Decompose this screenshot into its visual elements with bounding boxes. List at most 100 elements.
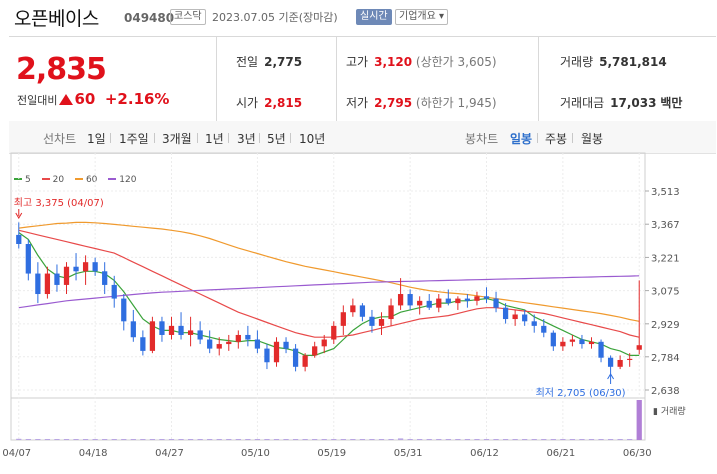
open-price: 시가 2,815 xyxy=(236,96,303,110)
tab-daily[interactable]: 일봉 xyxy=(510,132,533,146)
volume-bar xyxy=(235,439,241,440)
price-change: 전일대비 60 +2.16% xyxy=(17,90,169,108)
volume-bar xyxy=(168,439,175,440)
candle-body xyxy=(273,341,280,363)
volume-bar xyxy=(445,439,451,440)
candle-body xyxy=(388,305,394,320)
up-triangle-icon xyxy=(59,94,74,105)
divider xyxy=(336,37,337,122)
volume-bar xyxy=(264,439,270,440)
volume-bar xyxy=(426,439,432,440)
candle-body xyxy=(417,300,423,306)
volume-bar xyxy=(560,439,566,440)
candle-chart-label: 봉차트 xyxy=(465,132,499,146)
change-value: 60 xyxy=(74,90,96,108)
candle-body xyxy=(397,294,404,306)
tab-3y[interactable]: 3년 xyxy=(237,132,256,146)
x-tick-label: 05/19 xyxy=(317,448,346,459)
tab-1d[interactable]: 1일 xyxy=(87,132,106,146)
candle-body xyxy=(16,234,22,244)
volume-bar xyxy=(627,439,633,440)
volume-bar xyxy=(321,439,327,440)
candle-body xyxy=(54,273,60,285)
candle-body xyxy=(569,339,576,342)
chart-legend: 5 20 60 120 xyxy=(14,175,144,185)
candle-body xyxy=(82,262,89,272)
line-chart-label: 선차트 xyxy=(43,132,77,146)
candle-body xyxy=(359,305,366,317)
y-tick-label: 2,784 xyxy=(651,353,680,364)
volume-bar xyxy=(216,439,222,440)
candle-body xyxy=(378,319,385,326)
candle-body xyxy=(340,312,346,326)
tab-weekly[interactable]: 주봉 xyxy=(545,132,568,146)
volume-bar xyxy=(187,439,194,440)
candle-body xyxy=(140,337,146,351)
candle-body xyxy=(636,345,642,350)
candle-body xyxy=(522,314,528,322)
volume: 거래량 5,781,814 xyxy=(560,55,667,69)
candle-body xyxy=(283,341,289,349)
volume-bar xyxy=(397,438,404,440)
y-tick-label: 3,221 xyxy=(651,253,680,264)
volume-bar xyxy=(550,439,556,440)
candle-body xyxy=(149,321,156,351)
legend-ma5: 5 xyxy=(14,175,31,185)
y-tick-label: 3,367 xyxy=(651,220,680,231)
volume-bar xyxy=(407,439,413,440)
candle-body xyxy=(369,316,375,326)
candle-body xyxy=(407,294,413,306)
volume-bar xyxy=(378,439,385,440)
candle-body xyxy=(579,339,585,345)
candle-body xyxy=(235,334,241,342)
volume-bar xyxy=(207,439,213,440)
candle-body xyxy=(302,355,308,367)
candle-body xyxy=(321,339,327,347)
realtime-button[interactable]: 실시간 xyxy=(356,9,392,25)
ma-line-5 xyxy=(18,232,640,356)
volume-bar xyxy=(35,439,41,440)
y-tick-label: 2,929 xyxy=(651,320,680,331)
volume-bar xyxy=(178,439,184,440)
candle-body xyxy=(35,273,41,295)
tab-10y[interactable]: 10년 xyxy=(299,132,326,146)
y-tick-label: 3,075 xyxy=(651,287,680,298)
company-info-dropdown[interactable]: 기업개요 ▾ xyxy=(395,9,448,25)
volume-bar xyxy=(54,439,60,440)
x-tick-label: 05/31 xyxy=(394,448,423,459)
stock-code: 049480 xyxy=(124,11,175,25)
tab-5y[interactable]: 5년 xyxy=(267,132,286,146)
volume-bar xyxy=(579,439,585,440)
candle-body xyxy=(426,300,432,308)
volume-bar xyxy=(102,439,108,440)
candle-body xyxy=(627,358,633,360)
candle-body xyxy=(350,305,356,313)
candle-body xyxy=(550,332,556,347)
candle-body xyxy=(292,348,299,367)
volume-bar xyxy=(121,439,127,440)
quote-summary: 2,835 전일대비 60 +2.16% 전일 2,775 시가 2,815 고가 3,… xyxy=(9,36,716,123)
low-annotation: 최저 2,705 (06/30) xyxy=(536,387,626,399)
candle-body xyxy=(25,243,31,274)
volume-bar xyxy=(464,439,471,440)
high-annotation: 최고 3,375 (04/07) xyxy=(14,197,104,209)
volume-bar xyxy=(502,439,509,440)
high-arrow-head xyxy=(15,212,23,219)
change-label: 전일대비 xyxy=(17,94,58,107)
volume-bar xyxy=(312,439,318,440)
tab-1w[interactable]: 1주일 xyxy=(119,132,149,146)
tab-monthly[interactable]: 월봉 xyxy=(581,132,604,146)
candle-body xyxy=(197,330,203,340)
candle-body xyxy=(617,359,623,367)
volume-bar xyxy=(636,400,642,440)
candle-body xyxy=(63,266,70,285)
candle-body xyxy=(264,348,270,363)
tab-3m[interactable]: 3개월 xyxy=(162,132,192,146)
candle-body xyxy=(312,346,318,356)
y-tick-label: 3,513 xyxy=(651,187,680,198)
volume-bar xyxy=(82,439,89,440)
candle-body xyxy=(226,341,232,345)
chart-tabs: 선차트 1일 1주일 3개월 1년 3년 5년 10년 봉차트 일봉 주봉 월봉 xyxy=(9,121,716,154)
tab-1y[interactable]: 1년 xyxy=(205,132,224,146)
